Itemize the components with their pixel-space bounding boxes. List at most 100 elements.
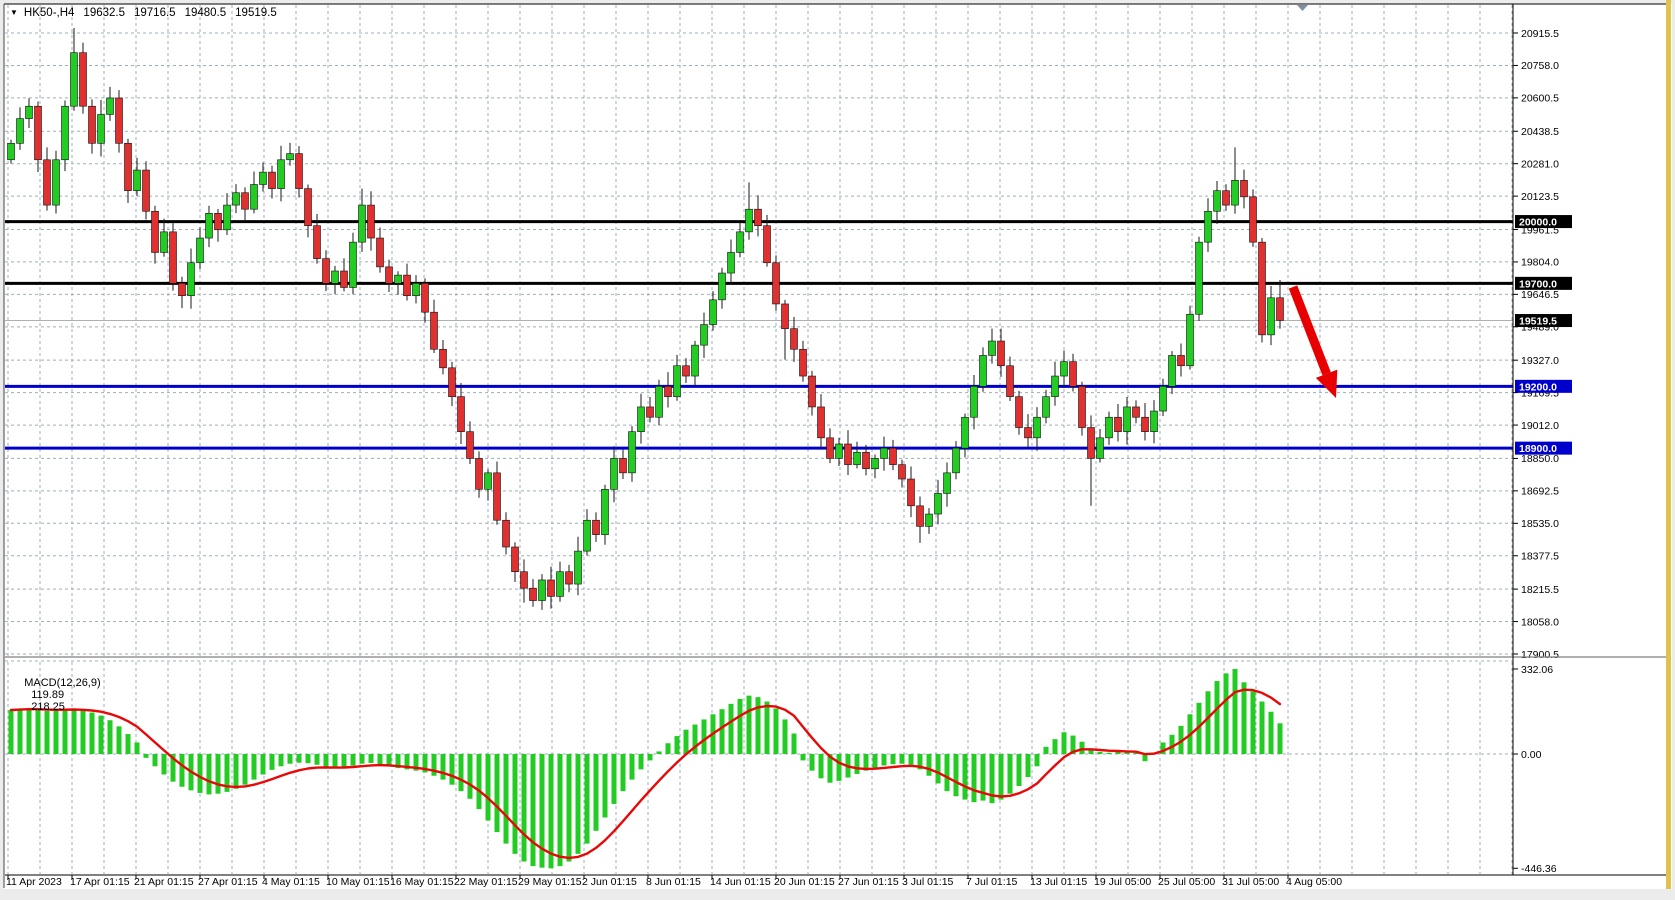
macd-bar — [935, 754, 941, 784]
bear-candle — [1015, 396, 1023, 428]
macd-bar — [1124, 752, 1130, 754]
macd-bar — [854, 754, 860, 774]
chart-shift-marker[interactable] — [1297, 5, 1308, 11]
bear-candle — [439, 348, 447, 369]
bull-candle — [727, 252, 735, 274]
time-tick-label: 11 Apr 2023 — [6, 876, 62, 888]
macd-bar — [1016, 754, 1022, 786]
bull-candle — [556, 571, 564, 597]
bear-candle — [421, 283, 429, 313]
macd-bar — [602, 754, 608, 818]
price-tick-label: 20281.0 — [1521, 158, 1559, 170]
macd-bar — [1061, 732, 1067, 754]
bull-candle — [700, 324, 708, 346]
bull-candle — [1267, 297, 1275, 336]
bear-candle — [1258, 241, 1266, 336]
bull-candle — [871, 458, 879, 470]
macd-bar — [359, 754, 365, 764]
indicator-label: MACD(12,26,9) 119.89 218.25 — [12, 665, 100, 725]
bear-candle — [1087, 427, 1095, 459]
arrow-shaft[interactable] — [1288, 285, 1331, 376]
bull-candle — [628, 431, 636, 474]
macd-bar — [998, 754, 1004, 800]
price-axis[interactable]: 20915.5 20758.0 20600.5 20438.5 20281.0 20123… — [1513, 28, 1559, 661]
macd-bar — [800, 754, 806, 761]
macd-bar — [818, 754, 824, 779]
macd-bar — [791, 733, 797, 754]
bear-candle — [1078, 386, 1086, 428]
price-tick-label: 20915.5 — [1521, 28, 1559, 40]
macd-bar — [134, 742, 140, 754]
macd-bar — [287, 754, 293, 764]
bull-candle — [1123, 406, 1131, 432]
macd-histogram — [8, 668, 1283, 869]
macd-bar — [863, 754, 869, 771]
bear-candle — [466, 431, 474, 459]
macd-bar — [737, 698, 743, 754]
macd-bar — [1250, 691, 1256, 754]
bear-candle — [1024, 427, 1032, 439]
bear-candle — [304, 188, 312, 226]
macd-bar — [215, 754, 221, 794]
bull-candle — [223, 204, 231, 231]
macd-bar — [881, 754, 887, 766]
bear-candle — [1006, 365, 1014, 397]
time-axis[interactable]: 11 Apr 2023 17 Apr 01:15 21 Apr 01:15 27 Ap… — [6, 875, 1342, 888]
bear-candle — [142, 169, 150, 212]
macd-tick-label: 0.00 — [1521, 749, 1542, 761]
macd-bar — [242, 754, 248, 785]
macd-bar — [872, 754, 878, 769]
bull-candle — [286, 153, 294, 161]
level-badge — [1515, 276, 1572, 290]
macd-bar — [674, 736, 680, 754]
macd-bar — [683, 729, 689, 754]
red-arrow-annotation[interactable] — [1288, 285, 1338, 398]
macd-bar — [899, 754, 905, 764]
bear-candle — [1240, 180, 1248, 198]
macd-bar — [1259, 701, 1265, 754]
bear-candle — [1141, 416, 1149, 432]
macd-bar — [1232, 668, 1238, 754]
bear-candle — [493, 472, 501, 521]
macd-bar — [1052, 739, 1058, 754]
shift-layer[interactable] — [1297, 5, 1308, 11]
macd-bar — [755, 697, 761, 754]
macd-signal-layer — [9, 688, 1282, 860]
macd-axis[interactable]: 332.06 0.00 -446.36 — [1513, 664, 1557, 875]
macd-bar — [566, 754, 572, 862]
macd-bar — [44, 710, 50, 754]
symbol-dropdown-icon[interactable]: ▼ — [10, 8, 18, 17]
bull-candle — [1105, 416, 1113, 439]
bear-candle — [763, 225, 771, 264]
bear-candle — [1132, 406, 1140, 418]
macd-bar — [143, 754, 149, 758]
macd-bar — [431, 754, 437, 776]
macd-bar — [35, 709, 41, 754]
macd-bar — [1241, 682, 1247, 754]
bull-candle — [637, 406, 645, 432]
macd-bar — [1106, 752, 1112, 754]
macd-bar — [1088, 749, 1094, 754]
bear-candle — [169, 231, 177, 284]
price-tick-label: 20438.5 — [1521, 126, 1559, 138]
time-tick-label: 17 Apr 01:15 — [70, 876, 130, 888]
macd-bar — [206, 754, 212, 795]
bull-candle — [250, 184, 258, 210]
bull-candle — [1213, 190, 1221, 212]
arrow-head[interactable] — [1315, 369, 1338, 398]
macd-bar — [1070, 735, 1076, 754]
bear-candle — [565, 571, 573, 585]
macd-signal-line — [9, 688, 1282, 860]
macd-bar — [467, 754, 473, 799]
macd-bar — [557, 754, 563, 867]
macd-bar — [341, 754, 347, 768]
bear-candle — [322, 258, 330, 284]
macd-bar — [980, 754, 986, 801]
price-tick-label: 18058.0 — [1521, 616, 1559, 628]
bear-candle — [367, 204, 375, 239]
bull-candle — [745, 208, 753, 233]
macd-bar — [1277, 723, 1283, 754]
bear-candle — [43, 159, 51, 206]
macd-bar — [422, 754, 428, 773]
